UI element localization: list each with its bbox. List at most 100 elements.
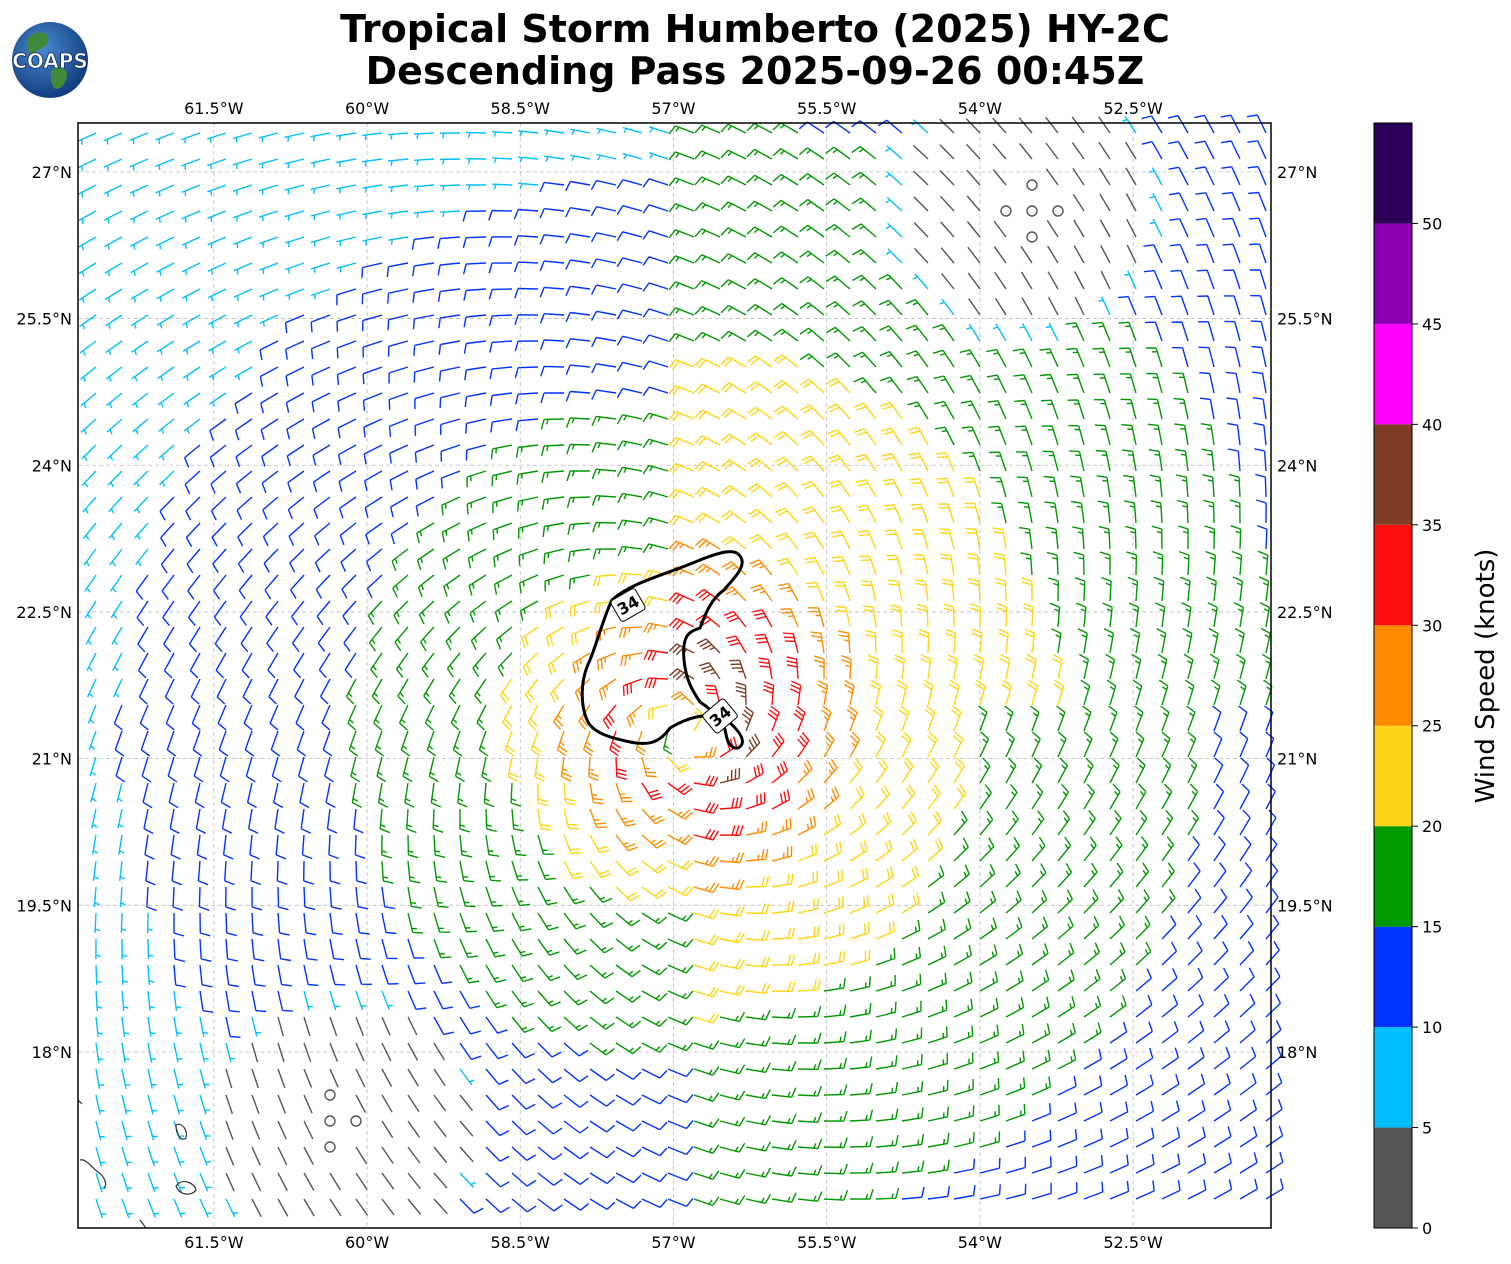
wind-barb	[316, 600, 331, 626]
wind-barb	[993, 246, 1007, 264]
wind-barb	[544, 129, 565, 136]
wind-barb	[953, 1025, 974, 1044]
wind-barb	[1095, 449, 1111, 472]
colorbar-segment	[1374, 323, 1412, 425]
colorbar-tick-label: 50	[1422, 214, 1442, 233]
wind-barb	[1083, 810, 1096, 836]
wind-barb	[1234, 627, 1245, 654]
wind-barb	[615, 834, 638, 852]
wind-barb	[355, 860, 367, 885]
wind-barb	[511, 1146, 537, 1161]
wind-barb	[853, 402, 877, 420]
wind-barb	[741, 705, 754, 732]
wind-barb	[927, 1106, 949, 1122]
wind-barb	[264, 574, 279, 600]
wind-barb	[641, 756, 657, 778]
wind-barb	[155, 210, 175, 223]
wind-barb	[291, 600, 305, 626]
wind-barb	[1168, 192, 1189, 212]
wind-barb	[519, 600, 539, 621]
wind-barb	[92, 860, 99, 881]
wind-barb	[875, 839, 893, 862]
wind-barb	[459, 1068, 475, 1086]
wind-barb	[966, 552, 981, 576]
wind-barb	[827, 429, 851, 446]
wind-barb	[1239, 835, 1252, 862]
wind-barb	[432, 808, 444, 833]
wind-barb	[329, 1198, 342, 1217]
wind-barb	[979, 971, 999, 992]
wind-barb	[1220, 140, 1241, 160]
wind-barb	[109, 548, 123, 567]
wind-barb	[1181, 602, 1192, 628]
wind-barb	[1135, 915, 1151, 940]
wind-barb	[1109, 889, 1125, 914]
lon-tick-label-bottom: 61.5°W	[184, 1233, 244, 1252]
wind-barb	[1265, 1020, 1282, 1044]
wind-barb	[392, 574, 409, 598]
wind-barb	[472, 652, 487, 678]
wind-barb	[433, 1016, 455, 1036]
wind-barb	[771, 1087, 797, 1098]
wind-barb	[209, 444, 227, 468]
wind-barb	[965, 143, 981, 160]
wind-barb	[1045, 526, 1059, 550]
wind-barb	[694, 331, 721, 342]
wind-barb	[1031, 1049, 1051, 1070]
wind-barb	[722, 586, 747, 602]
wind-barb	[407, 1068, 419, 1087]
lon-tick-label-top: 58.5°W	[491, 99, 551, 118]
wind-barb	[616, 414, 643, 425]
wind-barb	[778, 582, 799, 602]
wind-barb	[1057, 916, 1074, 940]
wind-barb	[1005, 916, 1023, 940]
wind-barb	[463, 288, 487, 301]
wind-barb	[459, 1172, 476, 1188]
wind-barb	[771, 1007, 797, 1019]
wind-barb	[963, 477, 981, 498]
wind-barb	[183, 444, 201, 468]
wind-barb	[1072, 168, 1085, 186]
wind-barb	[421, 652, 435, 678]
wind-barb	[967, 272, 981, 290]
wind-barb	[750, 584, 773, 602]
wind-barb	[851, 248, 877, 264]
wind-barb	[881, 427, 903, 446]
wind-barb	[746, 122, 773, 134]
wind-barb	[277, 1198, 289, 1217]
wind-barb	[260, 392, 279, 414]
wind-barb	[1031, 1156, 1052, 1174]
wind-barb	[362, 132, 383, 141]
wind-barb	[962, 451, 981, 472]
wind-barb	[823, 923, 845, 940]
wind-barb	[1132, 679, 1143, 706]
wind-barb	[705, 684, 721, 706]
wind-barb	[1005, 1130, 1026, 1148]
wind-barb	[849, 785, 865, 810]
wind-barb	[668, 125, 695, 135]
wind-barb	[563, 1172, 589, 1185]
wind-barb	[210, 470, 227, 494]
wind-barb	[641, 1068, 668, 1079]
wind-barb	[155, 158, 175, 171]
wind-barb	[108, 522, 123, 540]
wind-barb	[589, 938, 614, 954]
wind-barb	[1017, 501, 1033, 524]
wind-barb	[182, 314, 201, 329]
wind-barb	[114, 730, 125, 757]
wind-barb	[106, 418, 123, 435]
wind-barb	[262, 522, 279, 547]
wind-barb	[616, 179, 643, 189]
wind-barb	[364, 496, 383, 518]
wind-barb	[310, 158, 331, 168]
wind-barb	[115, 756, 126, 783]
wind-barb	[1233, 602, 1244, 628]
wind-barb	[933, 375, 955, 394]
wind-barb	[799, 198, 825, 212]
wind-barb	[337, 392, 357, 412]
wind-barb	[694, 305, 721, 316]
wind-barb	[953, 1185, 976, 1200]
wind-barb	[485, 1094, 509, 1111]
wind-barb	[322, 730, 333, 757]
wind-barb	[1016, 476, 1033, 498]
